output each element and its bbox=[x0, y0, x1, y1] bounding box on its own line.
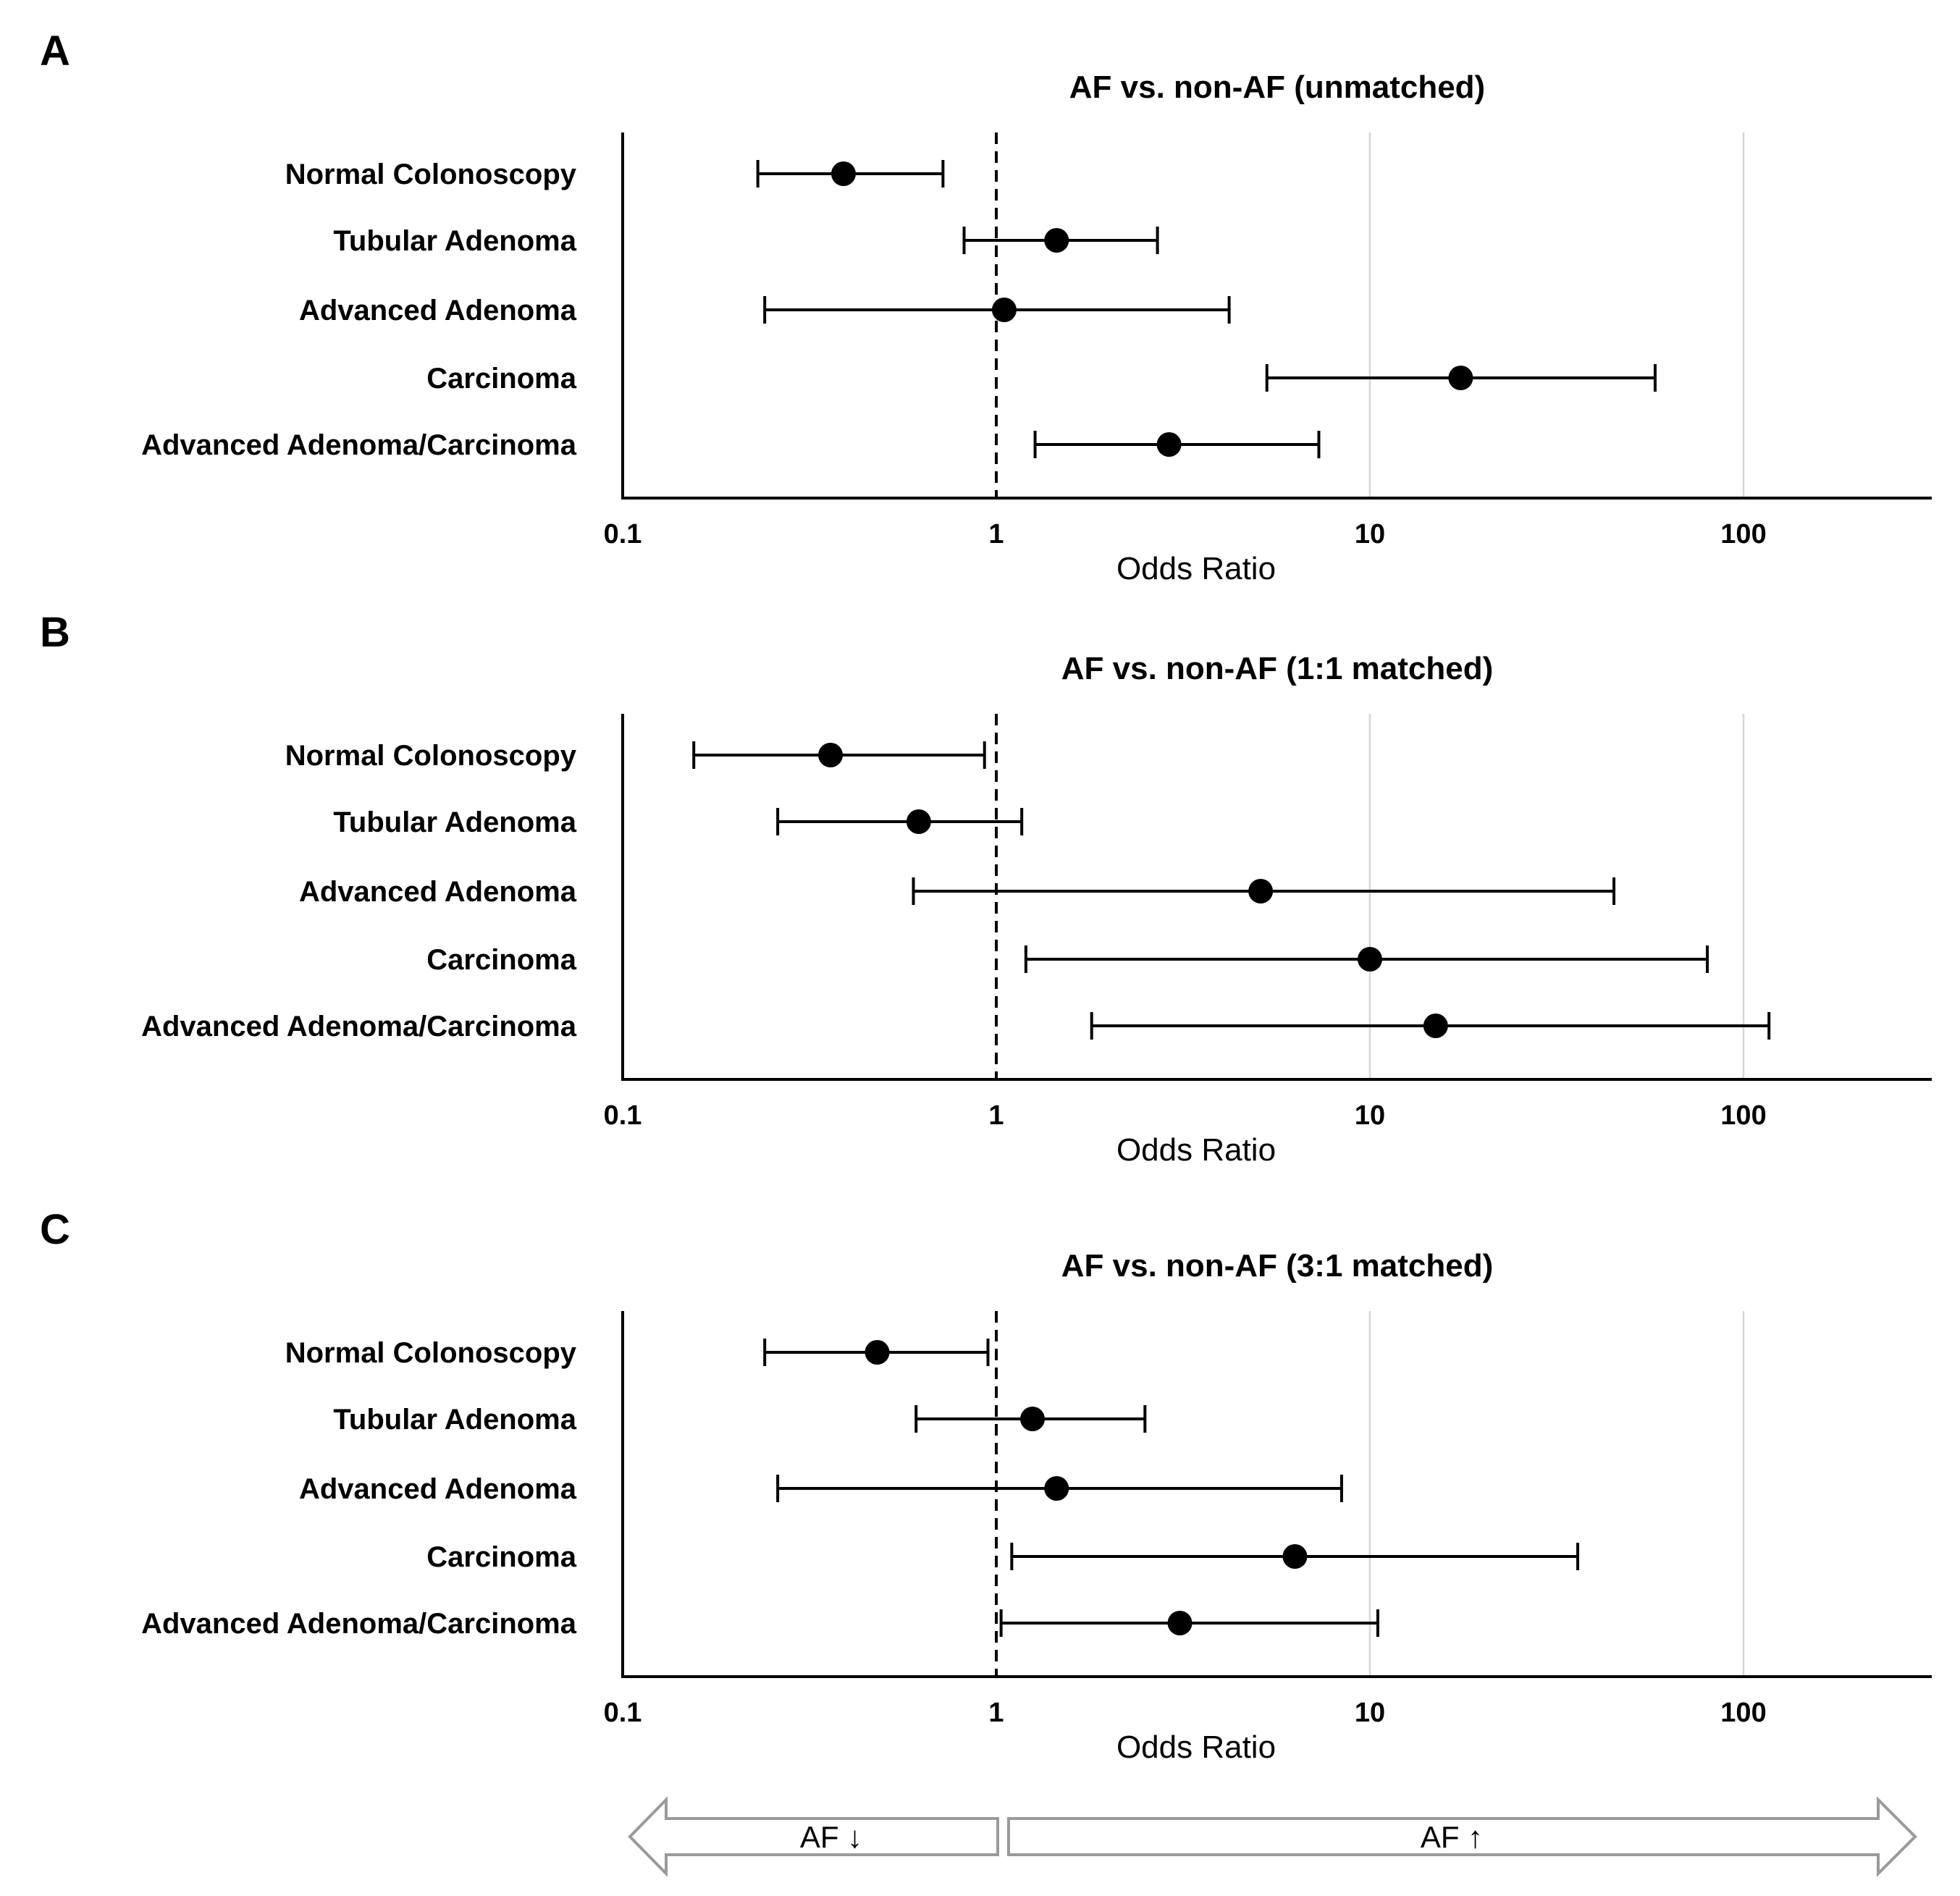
x-axis-title: Odds Ratio bbox=[1116, 551, 1276, 586]
category-label: Advanced Adenoma/Carcinoma bbox=[141, 1011, 577, 1042]
x-axis-title: Odds Ratio bbox=[1116, 1729, 1276, 1765]
x-axis-title: Odds Ratio bbox=[1116, 1132, 1276, 1168]
category-label: Carcinoma bbox=[426, 1541, 576, 1573]
category-label: Normal Colonoscopy bbox=[285, 159, 577, 190]
x-tick-label: 0.1 bbox=[604, 519, 642, 549]
category-label: Normal Colonoscopy bbox=[285, 1337, 577, 1369]
odds-ratio-point bbox=[1248, 879, 1274, 903]
category-label: Advanced Adenoma/Carcinoma bbox=[141, 429, 577, 461]
panel-title: AF vs. non-AF (1:1 matched) bbox=[1061, 651, 1494, 686]
increase-arrow-label: AF ↑ bbox=[1421, 1820, 1483, 1854]
panel-letter: B bbox=[40, 609, 70, 656]
category-label: Advanced Adenoma bbox=[299, 295, 577, 326]
odds-ratio-point bbox=[1044, 228, 1069, 253]
odds-ratio-point bbox=[991, 298, 1017, 322]
odds-ratio-point bbox=[1423, 1014, 1448, 1038]
direction-arrows: AF ↓ AF ↑ bbox=[628, 1796, 1917, 1877]
category-label: Advanced Adenoma bbox=[299, 876, 577, 908]
panel-letter: C bbox=[40, 1206, 70, 1253]
panel-b: B AF vs. non-AF (1:1 matched) 0.1 1 10 100 Odd… bbox=[40, 609, 1932, 1168]
x-tick-label: 0.1 bbox=[604, 1100, 642, 1131]
x-tick-label: 100 bbox=[1720, 1100, 1766, 1131]
odds-ratio-point bbox=[1156, 432, 1182, 457]
category-label: Advanced Adenoma bbox=[299, 1473, 577, 1505]
x-tick-label: 10 bbox=[1355, 519, 1385, 549]
x-tick-label: 100 bbox=[1720, 519, 1766, 549]
panel-c: C AF vs. non-AF (3:1 matched) 0.1 1 10 100 Odd… bbox=[40, 1206, 1932, 1765]
category-label: Carcinoma bbox=[426, 363, 576, 395]
x-tick-label: 100 bbox=[1720, 1698, 1766, 1728]
panel-title: AF vs. non-AF (3:1 matched) bbox=[1061, 1248, 1494, 1284]
odds-ratio-point bbox=[1358, 947, 1382, 972]
odds-ratio-point bbox=[1282, 1544, 1308, 1569]
x-tick-label: 1 bbox=[988, 1100, 1004, 1131]
odds-ratio-point bbox=[906, 809, 931, 834]
decrease-arrow bbox=[628, 1796, 999, 1877]
x-tick-label: 0.1 bbox=[604, 1698, 642, 1728]
panel-letter: A bbox=[40, 28, 70, 75]
x-tick-label: 10 bbox=[1355, 1698, 1385, 1728]
category-label: Tubular Adenoma bbox=[333, 1404, 576, 1436]
odds-ratio-point bbox=[818, 743, 844, 767]
odds-ratio-point bbox=[1044, 1476, 1069, 1501]
odds-ratio-point bbox=[1448, 366, 1473, 390]
panel-title: AF vs. non-AF (unmatched) bbox=[1069, 69, 1485, 105]
category-label: Normal Colonoscopy bbox=[285, 740, 577, 772]
category-label: Carcinoma bbox=[426, 944, 576, 976]
increase-arrow bbox=[1007, 1796, 1917, 1877]
panel-a: A AF vs. non-AF (unmatched) 0.1 1 10 100 Odds … bbox=[40, 28, 1932, 586]
odds-ratio-point bbox=[1167, 1611, 1193, 1635]
category-label: Advanced Adenoma/Carcinoma bbox=[141, 1608, 577, 1640]
x-tick-label: 1 bbox=[988, 1698, 1004, 1728]
odds-ratio-point bbox=[865, 1340, 890, 1365]
category-label: Tubular Adenoma bbox=[333, 806, 576, 838]
x-tick-label: 1 bbox=[988, 519, 1004, 549]
decrease-arrow-label: AF ↓ bbox=[800, 1820, 862, 1854]
odds-ratio-point bbox=[1020, 1407, 1046, 1431]
category-label: Tubular Adenoma bbox=[333, 225, 576, 257]
x-tick-label: 10 bbox=[1355, 1100, 1385, 1131]
odds-ratio-point bbox=[830, 161, 856, 186]
